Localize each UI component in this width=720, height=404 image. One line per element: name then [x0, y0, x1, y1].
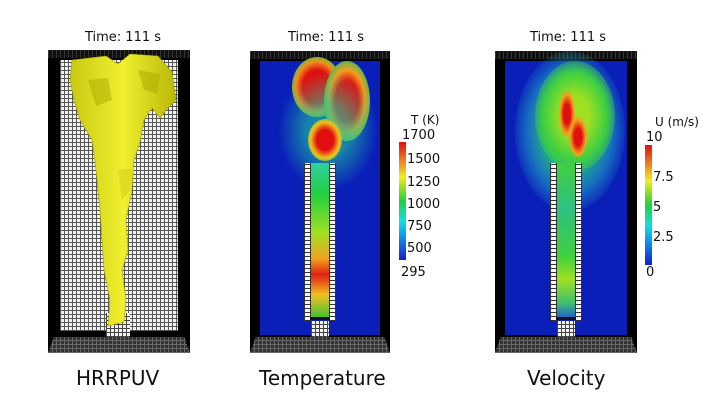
colorbar-tick: 1000	[407, 197, 441, 212]
burner-plate	[556, 317, 576, 320]
colorbar-tick: 0	[646, 265, 655, 280]
time-label: Time: 111 s	[84, 30, 162, 45]
hot-core	[308, 119, 342, 161]
caption-velocity: Velocity	[527, 366, 606, 390]
velocity-colorbar-title: U (m/s)	[655, 115, 699, 129]
colorbar-tick: 2.5	[653, 230, 674, 245]
ceiling-mesh	[48, 50, 190, 58]
colorbar-tick: 5	[653, 200, 662, 215]
isosurface-shape	[69, 53, 177, 327]
ceiling-mesh	[250, 51, 390, 59]
velocity-colorbar	[645, 145, 652, 265]
colorbar-tick: 500	[407, 241, 432, 256]
inlet-mesh	[557, 321, 575, 341]
floor-mesh	[48, 337, 190, 353]
colorbar-tick: 1500	[407, 152, 441, 167]
colorbar-tick: 10	[646, 130, 663, 145]
temperature-colorbar	[399, 142, 406, 260]
colorbar-tick: 750	[407, 219, 432, 234]
duct-interior	[310, 163, 330, 318]
duct-wall-left	[304, 163, 311, 321]
duct-wall-right	[329, 163, 336, 321]
inlet-mesh	[311, 321, 329, 341]
duct-wall-right	[575, 163, 582, 321]
colorbar-tick: 7.5	[653, 170, 674, 185]
colorbar-tick: 295	[401, 265, 426, 280]
duct-wall-left	[550, 163, 557, 321]
duct-interior	[556, 163, 576, 318]
caption-temperature: Temperature	[259, 366, 386, 390]
temperature-render	[250, 51, 390, 353]
caption-hrrpuv: HRRPUV	[76, 366, 160, 390]
hrrpuv-render	[48, 50, 190, 353]
velocity-render	[495, 51, 637, 353]
floor-mesh	[495, 337, 637, 353]
floor-mesh	[250, 337, 390, 353]
velocity-jet-right	[569, 117, 587, 157]
temperature-colorbar-title: T (K)	[411, 113, 440, 127]
colorbar-tick: 1700	[402, 128, 436, 143]
colorbar-tick: 1250	[407, 175, 441, 190]
burner-plate	[310, 317, 330, 320]
time-label: Time: 111 s	[529, 30, 607, 45]
time-label: Time: 111 s	[287, 30, 365, 45]
